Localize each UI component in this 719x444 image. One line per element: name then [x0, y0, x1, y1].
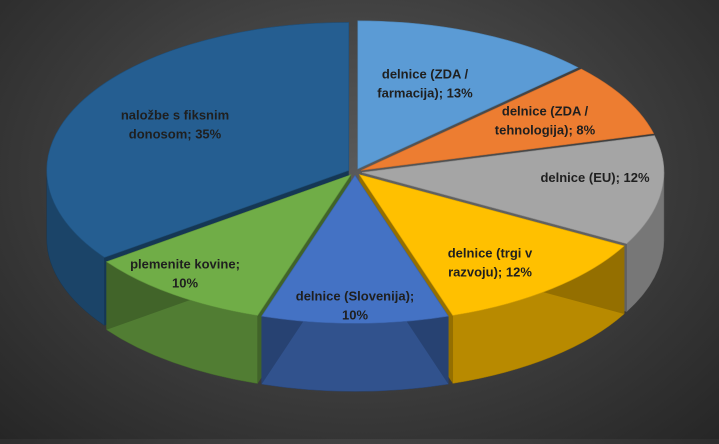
pie-slice-label-line: delnice (trgi v [448, 246, 533, 261]
pie-slice-label-line: plemenite kovine; [130, 257, 240, 272]
pie-slice-label-line: farmacija); 13% [377, 86, 473, 101]
pie-slice-label-2: delnice (EU); 12% [540, 170, 650, 185]
pie-slice-label-line: delnice (ZDA / [502, 104, 589, 119]
pie-slice-label-line: delnice (ZDA / [382, 67, 469, 82]
pie-slice-label-line: tehnologija); 8% [495, 123, 596, 138]
pie-slice-label-line: 10% [342, 308, 368, 323]
pie-slice-label-line: naložbe s fiksnim [121, 108, 229, 123]
pie-slice-label-line: delnice (EU); 12% [540, 170, 650, 185]
pie-slice-label-line: delnice (Slovenija); [296, 289, 414, 304]
pie-slice-label-line: 10% [172, 276, 198, 291]
pie-slice-label-line: razvoju); 12% [448, 265, 532, 280]
pie-slice-label-line: donosom; 35% [129, 127, 222, 142]
